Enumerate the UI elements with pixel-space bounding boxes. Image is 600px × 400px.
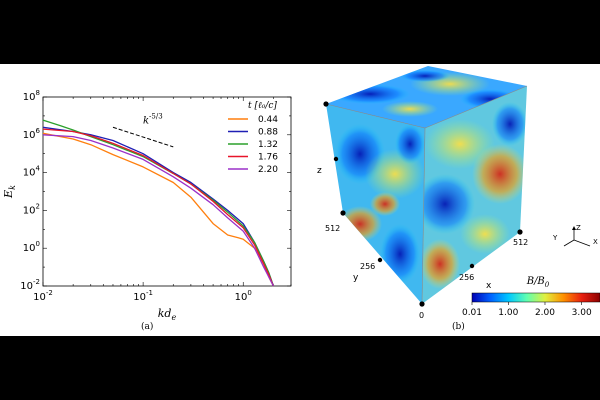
y-tick-label: 108 [23, 89, 40, 103]
y-axis-label: y [353, 273, 359, 283]
origin-label: 0 [419, 311, 424, 320]
y-tick-label: 100 [23, 240, 40, 254]
origin-marker [419, 301, 425, 307]
plot-frame [42, 96, 292, 287]
slope-guide-line [112, 126, 174, 148]
legend-entry: 0.88 [258, 128, 278, 138]
legend-title: t [ℓ₀/c] [248, 101, 277, 111]
z-axis-label: z [317, 166, 322, 176]
y-tick-label: 256 [360, 262, 375, 271]
y-tick-label: 10-2 [20, 278, 40, 292]
orientation-y-label: Y [552, 234, 558, 242]
series-line-2.20 [42, 134, 274, 287]
x-tick-label: 512 [513, 238, 528, 247]
x-tick-label: 100 [235, 289, 252, 303]
colorbar: B/B0 0.01 1.00 2.00 3.00 [462, 276, 600, 318]
x-axis-label: kde [158, 307, 177, 322]
colorbar-label: B/B0 [526, 276, 550, 289]
colorbar-tick-label: 3.00 [572, 308, 592, 318]
magnetic-field-cube: z 512 256 y 0 256 x 512 Z Y X B/B0 0.01 1… [317, 66, 600, 320]
figure: 10-2 10-1 100 10-2 100 102 104 106 108 k-5/3 Ek … [0, 64, 600, 336]
cube-corner-marker [517, 229, 523, 235]
cube-left-face [326, 104, 425, 304]
cube-front-edge [421, 127, 426, 305]
series-line-1.76 [42, 128, 275, 287]
orientation-x-label: X [593, 238, 598, 246]
x-tick-label: 256 [459, 273, 474, 282]
colorbar-tick-label: 1.00 [498, 308, 518, 318]
colorbar-tick-label: 2.00 [535, 308, 555, 318]
legend: t [ℓ₀/c] 0.44 0.88 1.32 1.76 2.20 [228, 101, 278, 175]
cube-right-face [422, 86, 527, 304]
legend-entry: 0.44 [258, 115, 278, 125]
cube-corner-marker [323, 101, 329, 107]
slope-annotation: k-5/3 [143, 112, 163, 126]
y-tick-label: 104 [23, 165, 41, 179]
x-tick-label: 10-2 [33, 289, 53, 303]
x-tick-marker [469, 263, 475, 269]
cube-corner-marker [340, 210, 346, 216]
y-tick-label: 102 [23, 202, 40, 216]
legend-entry: 2.20 [258, 165, 278, 175]
orientation-z-label: Z [576, 224, 581, 232]
legend-entry: 1.76 [258, 153, 278, 163]
y-tick-marker [377, 257, 383, 263]
colorbar-gradient [471, 292, 600, 303]
y-tick-label: 106 [23, 127, 41, 141]
x-axis-label: x [486, 281, 492, 291]
caption-b: (b) [452, 322, 465, 332]
x-tick-label: 10-1 [133, 289, 153, 303]
orientation-axes-widget: Z Y X [552, 224, 598, 247]
y-tick-label: 512 [325, 224, 340, 233]
colorbar-tick-label: 0.01 [462, 308, 482, 318]
y-axis-label: Ek [2, 185, 17, 199]
z-tick-marker [333, 156, 339, 162]
caption-a: (a) [141, 322, 154, 332]
legend-entry: 1.32 [258, 140, 278, 150]
